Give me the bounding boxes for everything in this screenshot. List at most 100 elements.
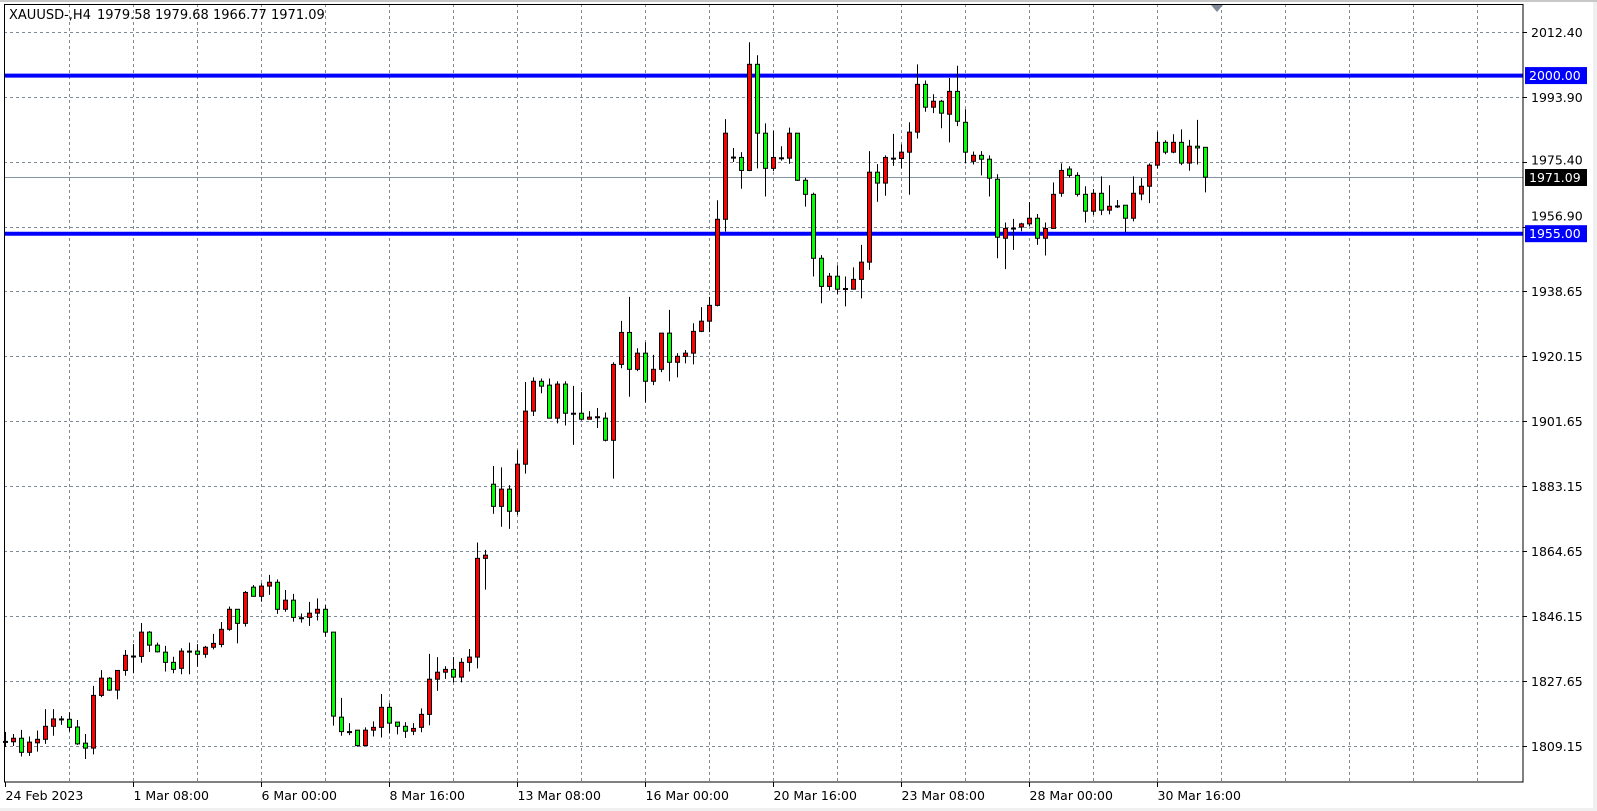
candle-body-bear	[251, 586, 256, 597]
candle-body-bear	[539, 380, 544, 387]
candle-body-bear	[1075, 174, 1080, 195]
candle	[787, 127, 792, 164]
candle-body-bull	[27, 741, 32, 753]
candle-body-bear	[563, 383, 568, 414]
candle	[651, 354, 656, 386]
candle-body-bull	[675, 355, 680, 363]
candle	[467, 649, 472, 672]
candle	[235, 608, 240, 644]
candle	[355, 729, 360, 747]
price-tick-label: 1993.90	[1531, 90, 1583, 105]
candle	[187, 642, 192, 675]
candle-body-bull	[851, 278, 856, 290]
candle-body-bull	[99, 677, 104, 696]
candle-body-bull	[283, 599, 288, 610]
candle-body-bear	[67, 718, 72, 728]
candle	[995, 174, 1000, 259]
candle	[475, 542, 480, 669]
price-axis[interactable]: 2012.40 1993.90 1975.40 1956.90 1938.65 1920.…	[1523, 25, 1583, 754]
candle	[1123, 204, 1128, 233]
candle	[907, 122, 912, 195]
price-tick-label: 1938.65	[1531, 284, 1583, 299]
candle-body-bull	[219, 628, 224, 645]
candle	[1131, 176, 1136, 222]
candle	[739, 152, 744, 189]
candle	[683, 349, 688, 364]
price-tick-label: 1975.40	[1531, 153, 1583, 168]
candle-body-bull	[371, 726, 376, 731]
candle-body-bear	[963, 121, 968, 153]
candle	[459, 658, 464, 683]
candle-body-bull	[971, 154, 976, 162]
horizontal-levels[interactable]	[4, 73, 1523, 236]
time-axis[interactable]: 24 Feb 2023 1 Mar 08:00 6 Mar 00:00 8 Mar 1…	[5, 782, 1242, 803]
candle	[427, 653, 432, 726]
candle	[171, 656, 176, 674]
time-tick-label: 6 Mar 00:00	[262, 788, 338, 803]
candle	[1043, 222, 1048, 256]
price-tick-label: 1956.90	[1531, 209, 1583, 224]
candle	[899, 144, 904, 169]
candle	[731, 147, 736, 163]
candle	[1035, 214, 1040, 245]
header-close: 1971.09	[271, 8, 325, 23]
candle	[747, 42, 752, 172]
candle	[59, 716, 64, 725]
candle-body-bear	[939, 100, 944, 114]
candle-body-bear	[331, 631, 336, 717]
candle	[627, 296, 632, 397]
candle	[155, 642, 160, 653]
time-tick-label: 8 Mar 16:00	[390, 788, 466, 803]
candle-body-bull	[435, 671, 440, 680]
candle	[923, 80, 928, 112]
candle	[115, 669, 120, 700]
price-tags: 2000.00 1955.00 1971.09	[1525, 67, 1587, 243]
candle	[771, 130, 776, 172]
candle-body-bull	[1131, 192, 1136, 219]
candle	[411, 723, 416, 736]
candle-body-bull	[443, 668, 448, 673]
candle	[371, 721, 376, 737]
candle-body-bull	[11, 737, 16, 743]
candle-body-bull	[787, 132, 792, 159]
candle-body-bull	[411, 727, 416, 732]
candle-body-bear	[763, 132, 768, 169]
candle-body-bear	[739, 156, 744, 171]
candle-body-bull	[635, 352, 640, 370]
candle-body-bull	[699, 320, 704, 332]
candle	[339, 697, 344, 736]
candle	[139, 623, 144, 663]
candle-body-bear	[451, 668, 456, 678]
candle	[291, 593, 296, 622]
candle	[419, 708, 424, 733]
candle	[635, 348, 640, 372]
candle	[963, 109, 968, 164]
level-price-tag-label: 2000.00	[1529, 68, 1581, 83]
candle-body-bull	[1059, 169, 1064, 194]
candle-body-bear	[803, 179, 808, 195]
candle-body-bull	[659, 332, 664, 370]
candle-body-bull	[139, 631, 144, 657]
candle	[555, 381, 560, 424]
candle	[323, 605, 328, 637]
plot-frame	[4, 4, 1524, 783]
level-price-tag-label: 1955.00	[1529, 226, 1581, 241]
candle	[939, 99, 944, 129]
candle	[499, 467, 504, 527]
candle	[947, 78, 952, 143]
candle-body-bull	[499, 488, 504, 507]
candle-body-bull	[907, 131, 912, 153]
candle-body-bull	[1147, 164, 1152, 187]
candle-body-bull	[1107, 205, 1112, 211]
candle	[763, 123, 768, 197]
candle-body-bear	[667, 332, 672, 363]
chart-shift-marker-icon[interactable]	[1211, 5, 1223, 12]
candle	[107, 677, 112, 691]
candle	[1059, 163, 1064, 197]
candle	[859, 244, 864, 299]
candle	[251, 585, 256, 597]
candle	[163, 645, 168, 672]
candle	[667, 309, 672, 382]
candle	[611, 362, 616, 479]
